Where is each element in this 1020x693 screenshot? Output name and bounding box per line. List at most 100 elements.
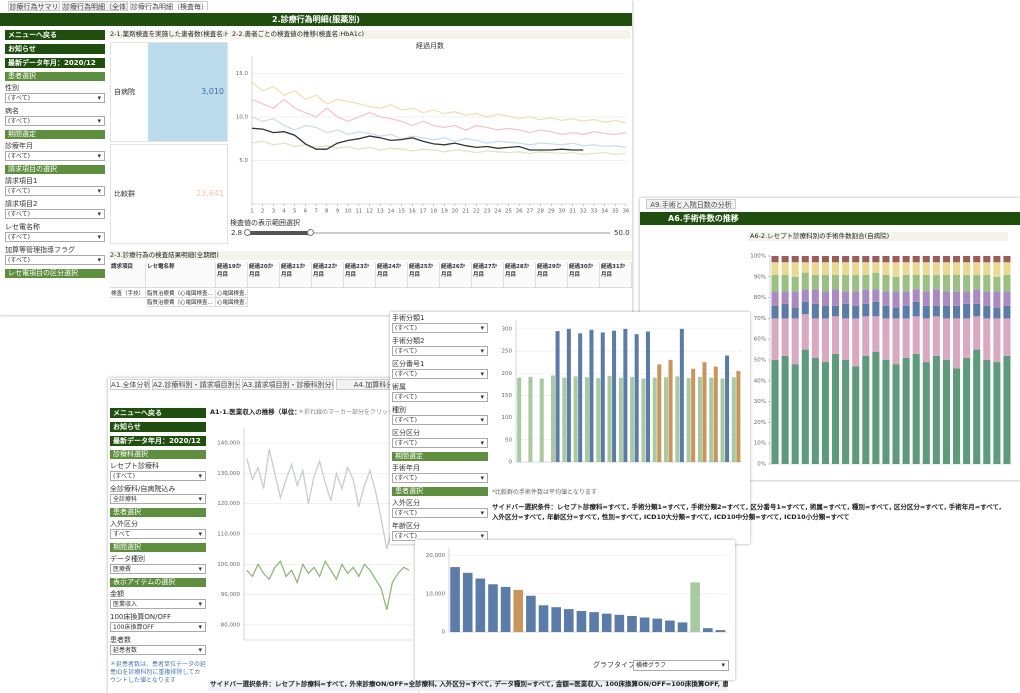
slider-track	[246, 232, 610, 234]
bar-segment	[932, 316, 940, 356]
table-cell: 心電図検査…	[216, 289, 248, 298]
bar-segment	[942, 262, 950, 275]
bar-segment	[862, 274, 870, 290]
dropdown[interactable]: (すべて)	[5, 255, 105, 265]
y-tick-label: 10%	[754, 441, 766, 447]
x-tick-label: 21	[462, 209, 469, 215]
bar	[601, 613, 612, 632]
dropdown[interactable]: 医業収入	[110, 599, 206, 609]
dropdown[interactable]: (すべて)	[392, 369, 488, 379]
bar	[612, 330, 617, 462]
line-series	[246, 449, 410, 550]
chart: 5.010.015.01 2 3 4 5 6 7 8 9 10 11 12 13 14 15 16 17 18 19…	[236, 56, 630, 215]
bar-segment	[882, 262, 890, 275]
bar-segment	[882, 256, 890, 263]
bar	[623, 328, 628, 462]
y-tick-label: 0%	[757, 462, 766, 468]
bar-segment	[791, 262, 799, 277]
bar-segment	[902, 262, 910, 275]
bar-segment	[882, 360, 890, 464]
dropdown[interactable]: 医療費	[110, 564, 206, 574]
bar-segment	[932, 274, 940, 290]
bar-segment	[771, 274, 779, 292]
tab[interactable]: 診療行為明細（全体）	[62, 1, 128, 11]
filter-label: 入外区分	[392, 499, 420, 507]
dropdown[interactable]: (すべて)	[5, 93, 105, 103]
bar	[641, 378, 646, 462]
bar	[645, 331, 650, 462]
dropdown[interactable]: (すべて)	[392, 473, 488, 483]
bar-segment	[1003, 305, 1011, 319]
dropdown[interactable]: (すべて)	[392, 323, 488, 333]
bar-segment	[791, 364, 799, 464]
bar	[677, 622, 688, 632]
x-tick-label: 12	[366, 209, 373, 215]
chart: 80,000 90,000 100,000 110,000 120,000 130,000…	[217, 428, 412, 641]
table-header: 経過19か月目	[216, 262, 248, 288]
tab[interactable]: A9.手術と入院日数の分析	[646, 199, 736, 209]
y-tick-label: 0	[509, 460, 513, 466]
filter-label: 100床換算ON/OFF	[110, 613, 172, 621]
x-tick-label: 1	[250, 209, 254, 215]
dropdown[interactable]: (すべて)	[392, 438, 488, 448]
bar-segment	[922, 262, 930, 275]
sidebar-heading[interactable]: メニューへ戻る	[110, 408, 206, 418]
tab[interactable]: A3.請求項目別・診療科別分析	[242, 379, 334, 390]
dropdown[interactable]: (すべて)	[5, 186, 105, 196]
dropdown[interactable]: (すべて)	[392, 415, 488, 425]
y-tick-label: 80%	[754, 295, 766, 301]
dropdown[interactable]: (すべて)	[5, 232, 105, 242]
bar-segment	[801, 272, 809, 290]
x-tick-label: 13	[377, 209, 384, 215]
table-header: 経過30か月目	[568, 262, 600, 288]
filter-label: 請求項目1	[5, 177, 38, 185]
overview-panel: A1.全体分析 A2.診療科別・請求項目別分析 A3.請求項目別・診療科別分析 A4.…	[108, 378, 728, 693]
bar	[578, 333, 583, 462]
dropdown[interactable]: 100床換算OFF	[110, 622, 206, 632]
bar	[488, 584, 498, 632]
bar-segment	[973, 256, 981, 263]
tab[interactable]: 診療行為明細（検査毎）	[130, 1, 208, 11]
dropdown[interactable]: (すべて)	[5, 116, 105, 126]
bar-segment	[973, 289, 981, 304]
line-series	[251, 81, 627, 124]
table-header: レセ電名称	[146, 262, 216, 288]
y-tick-label: 20,000	[426, 553, 446, 559]
sidebar-heading[interactable]: メニューへ戻る	[5, 30, 105, 40]
table-header: 経過28か月目	[504, 262, 536, 288]
dropdown[interactable]: (すべて)	[392, 508, 488, 518]
dropdown[interactable]: (すべて)	[392, 346, 488, 356]
bar-segment	[993, 291, 1001, 308]
bar-segment	[892, 364, 900, 464]
section-heading: 診療科選択	[110, 450, 206, 459]
bar-segment	[963, 256, 971, 263]
bar-segment	[902, 256, 910, 263]
dropdown[interactable]: すべて	[110, 529, 206, 539]
bar-segment	[912, 353, 920, 464]
bar-segment	[832, 305, 840, 317]
dropdown[interactable]: 全診療科	[110, 494, 206, 504]
y-tick-label: 50%	[754, 358, 766, 364]
bar	[526, 595, 536, 632]
y-tick-label: 80,000	[221, 622, 241, 628]
dropdown[interactable]: (すべて)	[392, 392, 488, 402]
bar-segment	[1003, 274, 1011, 292]
bar	[551, 607, 561, 632]
sidebar-heading: お知らせ	[5, 44, 105, 54]
tab[interactable]: 診療行為サマリ	[8, 1, 60, 11]
bar-segment	[832, 289, 840, 306]
dropdown[interactable]: (すべて)	[5, 151, 105, 161]
filter-label: 性別	[5, 84, 19, 92]
tab[interactable]: A1.全体分析	[110, 379, 150, 390]
dropdown[interactable]: 延患者数	[110, 645, 206, 655]
bar-segment	[983, 318, 991, 360]
department-panel: 0 10,000 20,000 グラフタイプ 横棒グラフ	[415, 540, 735, 680]
dropdown[interactable]: (すべて)	[5, 209, 105, 219]
bar-segment	[872, 262, 880, 273]
dropdown[interactable]: (すべて)	[110, 471, 206, 481]
line-series	[251, 116, 627, 149]
y-tick-label: 120,000	[217, 501, 240, 507]
dropdown[interactable]: 横棒グラフ	[633, 660, 729, 671]
tab[interactable]: A2.診療科別・請求項目別分析	[152, 379, 240, 390]
bar-segment	[862, 303, 870, 317]
